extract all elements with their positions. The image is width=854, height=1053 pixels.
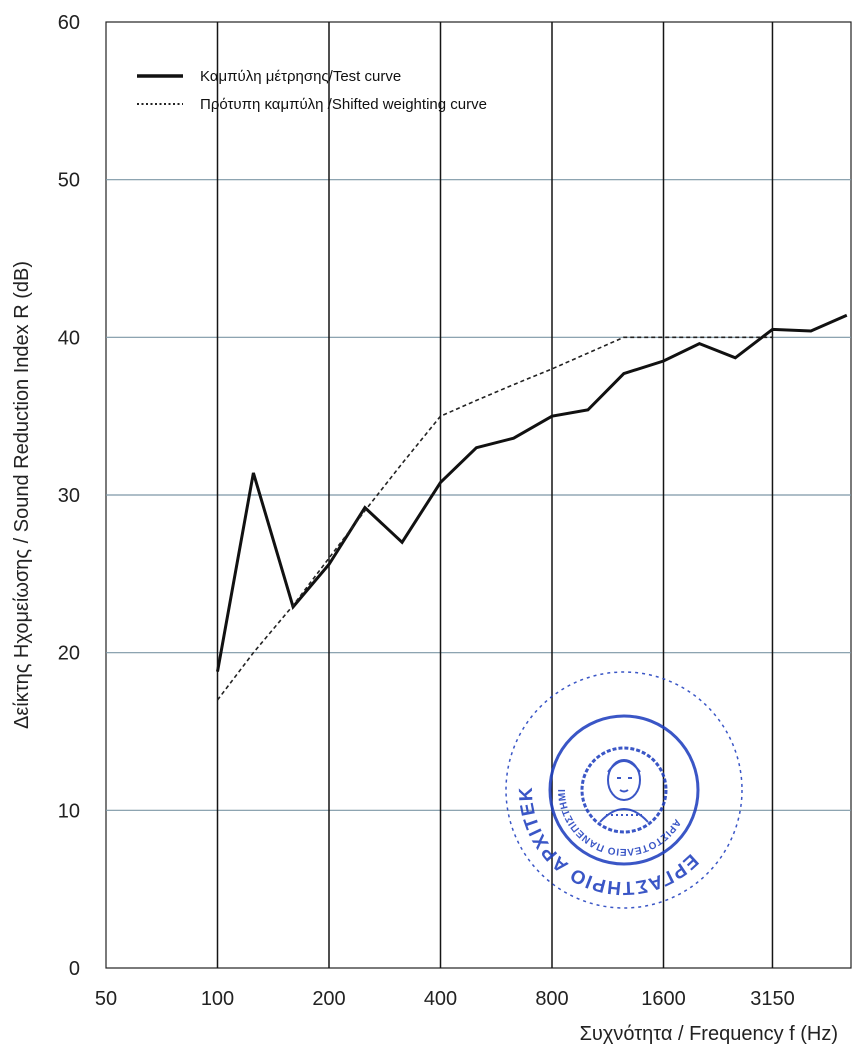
series-layer bbox=[216, 313, 848, 701]
stamp-medallion bbox=[580, 746, 668, 834]
y-tick-label: 10 bbox=[58, 800, 80, 822]
y-tick-label: 0 bbox=[69, 958, 80, 980]
y-tick-label: 30 bbox=[58, 485, 80, 507]
x-tick-label: 1600 bbox=[641, 988, 686, 1010]
x-tick-label: 400 bbox=[424, 988, 457, 1010]
stamp-outer-ring bbox=[505, 671, 743, 909]
y-tick-label: 40 bbox=[58, 327, 80, 349]
x-tick-label: 3150 bbox=[750, 988, 795, 1010]
x-tick-label: 800 bbox=[535, 988, 568, 1010]
test-curve-line bbox=[216, 313, 848, 672]
y-axis-title: Δείκτης Ηχομείωσης / Sound Reduction Ind… bbox=[11, 261, 33, 729]
y-tick-label: 60 bbox=[58, 12, 80, 34]
x-axis-title: Συχνότητα / Frequency f (Hz) bbox=[580, 1023, 838, 1045]
grid bbox=[106, 22, 851, 968]
x-tick-label: 100 bbox=[201, 988, 234, 1010]
legend: Καμπύλη μέτρησης/Test curve Πρότυπη καμπ… bbox=[137, 68, 487, 113]
tick-labels: 0 10 20 30 40 50 60 50 100 200 400 800 1600 3150 bbox=[58, 12, 795, 1010]
legend-weighting-curve-label: Πρότυπη καμπύλη /Shifted weighting curve bbox=[200, 96, 487, 113]
x-tick-label: 200 bbox=[312, 988, 345, 1010]
weighting-curve-line bbox=[216, 336, 773, 701]
stamp-inner-ring bbox=[548, 714, 700, 866]
x-tick-label: 50 bbox=[95, 988, 117, 1010]
stamp-portrait-icon bbox=[599, 759, 649, 823]
y-tick-label: 50 bbox=[58, 170, 80, 192]
legend-test-curve-label: Καμπύλη μέτρησης/Test curve bbox=[200, 68, 401, 85]
y-tick-label: 20 bbox=[58, 643, 80, 665]
